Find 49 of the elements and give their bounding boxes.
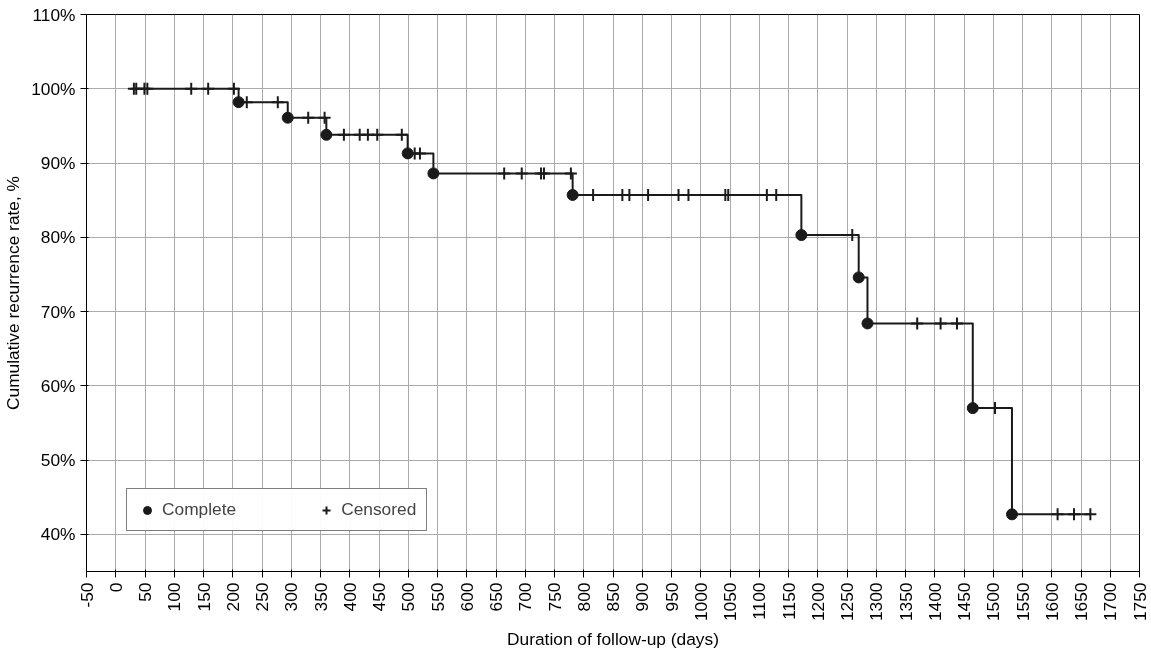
x-tick-label: 1300 (866, 582, 887, 622)
x-tick-label: 950 (661, 582, 682, 612)
x-tick-label: 200 (222, 582, 243, 612)
x-tick-label: 150 (193, 582, 214, 612)
x-tick-label: 50 (135, 582, 155, 602)
y-axis-title: Cumulative recurrence rate, % (3, 175, 24, 411)
x-tick-label: 250 (252, 582, 272, 612)
y-tick-label: 100% (31, 78, 76, 99)
x-tick-label: 700 (515, 582, 536, 612)
x-tick-label: 450 (369, 582, 389, 612)
legend-label: Complete (162, 499, 237, 520)
x-tick-label: 1350 (895, 582, 916, 622)
legend-label: Censored (341, 499, 417, 520)
x-tick-label: 0 (105, 582, 126, 593)
x-tick-label: 1700 (1100, 582, 1121, 622)
x-tick-label: 900 (632, 582, 653, 612)
y-tick-label: 80% (40, 227, 76, 248)
x-tick-label: 1750 (1129, 582, 1150, 622)
y-tick-label: 60% (40, 375, 76, 396)
x-tick-label: 1500 (983, 582, 1004, 622)
x-tick-label: 550 (427, 582, 448, 612)
x-tick-label: 1600 (1041, 582, 1062, 622)
x-tick-label: 1400 (924, 582, 945, 622)
x-tick-label: 1200 (807, 582, 828, 622)
x-tick-label: 350 (310, 582, 331, 612)
x-tick-label: 100 (164, 582, 185, 612)
x-tick-label: -50 (76, 582, 97, 608)
x-tick-label: 600 (456, 582, 477, 612)
x-tick-label: 800 (573, 582, 594, 612)
y-tick-label: 70% (40, 301, 76, 322)
y-tick-label: 50% (40, 450, 76, 471)
x-tick-label: 1650 (1071, 582, 1091, 622)
x-tick-label: 1000 (690, 582, 711, 622)
y-tick-label: 90% (40, 153, 76, 174)
x-tick-label: 300 (281, 582, 302, 612)
x-tick-label: 650 (486, 582, 506, 612)
x-tick-label: 500 (398, 582, 419, 612)
x-tick-label: 1050 (720, 582, 740, 622)
x-tick-label: 1250 (837, 582, 857, 622)
x-tick-label: 750 (544, 582, 565, 612)
y-tick-label: 110% (32, 4, 76, 25)
x-tick-label: 850 (603, 582, 623, 612)
x-tick-label: 1100 (749, 582, 770, 620)
x-tick-label: 400 (339, 582, 360, 612)
x-tick-label: 1450 (954, 582, 974, 622)
x-tick-label: 1550 (1012, 582, 1033, 622)
x-tick-label: 1150 (778, 582, 799, 620)
x-axis-title: Duration of follow-up (days) (507, 629, 719, 650)
y-tick-label: 40% (40, 524, 76, 545)
